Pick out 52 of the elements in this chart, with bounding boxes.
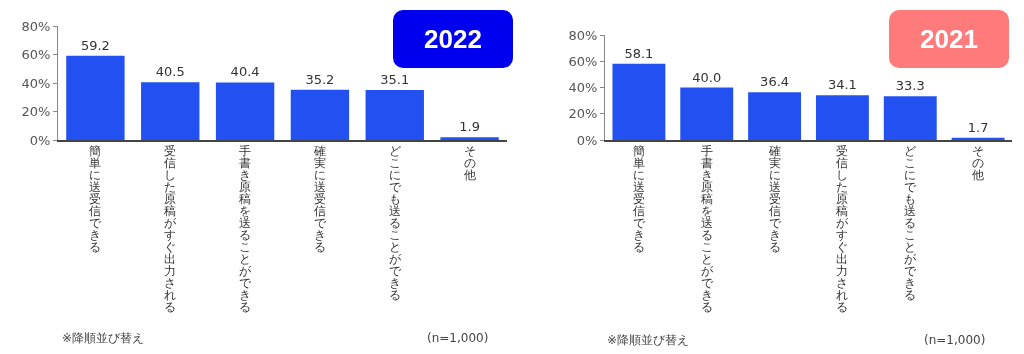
category-label: 手書き原稿を送ることができる [700,144,713,314]
data-label: 59.2 [80,37,110,53]
bar [365,89,424,140]
bar [680,87,734,140]
data-label: 1.7 [967,119,989,135]
bar [141,82,200,140]
text: ※降順並び替え [62,331,145,345]
text: ※降順並び替え [607,333,690,347]
category-label: 確実に送受信できる [768,144,781,254]
x-tick-label: その他 [971,144,986,182]
chart-title: 2021 [889,10,1009,68]
text: (n=1,000) [427,331,489,345]
category-label: 簡単に送受信できる [89,144,102,254]
x-tick-label: その他 [462,144,477,182]
data-label: 33.3 [895,78,925,94]
bar [290,89,350,140]
y-tick-label: 0% [29,132,51,148]
y-tick-label: 80% [568,27,598,43]
data-label: 40.4 [230,64,260,80]
y-tick-label: 80% [21,18,51,34]
y-tick-label: 60% [21,47,51,63]
y-tick-label: 20% [568,106,598,122]
data-label: 1.9 [459,119,480,135]
bar [612,63,666,140]
category-label: 確実に送受信できる [313,144,326,254]
y-tick-label: 20% [21,104,51,120]
bar [440,137,499,140]
y-tick-label: 60% [568,53,598,69]
data-label: 58.1 [624,45,654,61]
bar [66,55,125,140]
bar [951,137,1005,140]
bar [815,95,869,140]
data-label: 35.2 [305,71,335,87]
y-tick-label: 0% [576,132,598,148]
category-label: 受信した原稿がすぐ出力される [836,144,849,314]
y-tick-label: 40% [568,80,598,96]
y-tick-label: 40% [21,75,51,91]
category-label: 受信した原稿がすぐ出力される [164,144,177,314]
category-label: 簡単に送受信できる [632,144,645,254]
chart-title: 2022 [393,10,513,68]
bar [215,82,275,140]
data-label: 40.5 [155,64,185,80]
text: (n=1,000) [924,333,986,347]
bar [748,92,802,140]
category-label: どこにでも送ることができる [904,144,917,302]
data-label: 40.0 [692,69,722,85]
category-label: 手書き原稿を送ることができる [239,144,252,314]
bar [883,96,937,140]
data-label: 35.1 [380,71,410,87]
category-label: どこにでも送ることができる [388,144,401,302]
data-label: 34.1 [827,77,857,93]
data-label: 36.4 [760,74,790,90]
